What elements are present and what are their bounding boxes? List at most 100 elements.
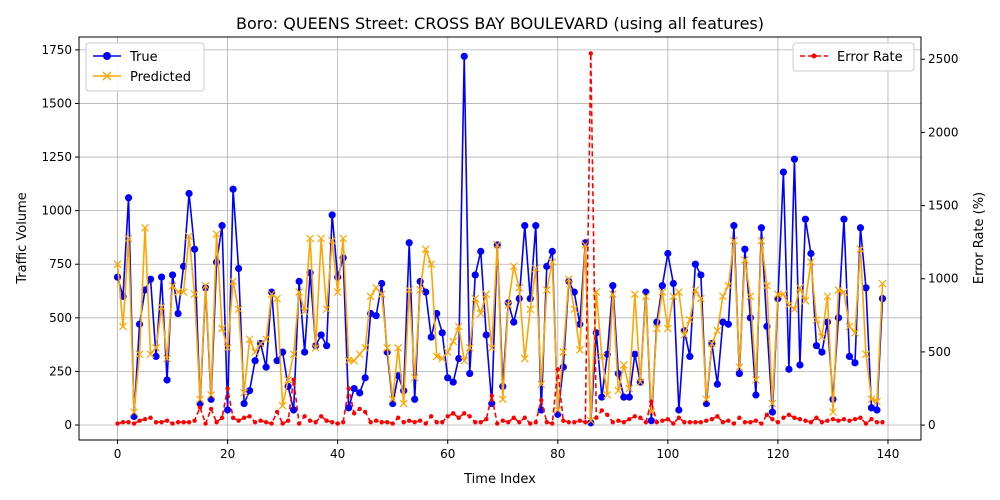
data-point-true — [658, 282, 666, 290]
data-point-predicted — [251, 348, 260, 357]
data-point-error-rate — [566, 419, 571, 425]
data-point-predicted — [465, 343, 474, 352]
data-point-true — [444, 374, 452, 382]
data-point-predicted — [834, 286, 843, 294]
data-point-true — [218, 222, 226, 230]
data-point-error-rate — [693, 419, 698, 425]
data-point-predicted — [818, 333, 826, 342]
data-point-true — [548, 247, 556, 255]
data-point-predicted — [779, 290, 788, 299]
data-point-true — [790, 155, 799, 163]
data-point-true — [361, 374, 369, 382]
data-point-predicted — [564, 275, 573, 284]
data-point-true — [328, 211, 336, 219]
data-point-predicted — [339, 234, 348, 243]
data-point-error-rate — [434, 419, 439, 425]
data-point-error-rate — [368, 419, 373, 425]
data-point-predicted — [454, 322, 463, 331]
data-point-error-rate — [170, 421, 175, 426]
data-point-predicted — [669, 292, 678, 301]
data-point-predicted — [438, 354, 447, 363]
data-point-true — [713, 380, 721, 388]
data-point-error-rate — [704, 418, 709, 423]
data-point-predicted — [784, 301, 793, 309]
data-point-error-rate — [467, 414, 472, 419]
y-tick-label: 1000 — [41, 204, 72, 218]
data-point-predicted — [751, 376, 760, 384]
data-point-predicted — [295, 288, 304, 297]
x-tick-label: 80 — [550, 447, 565, 461]
x-axis-label: Time Index — [463, 472, 536, 487]
data-point-error-rate — [269, 421, 274, 426]
data-point-error-rate — [709, 417, 715, 422]
data-point-error-rate — [825, 418, 830, 423]
data-point-error-rate — [676, 415, 682, 420]
data-point-error-rate — [539, 397, 544, 403]
data-point-true — [229, 185, 237, 193]
data-point-true — [372, 312, 380, 320]
data-point-error-rate — [638, 415, 643, 420]
data-point-true — [141, 286, 149, 294]
data-point-predicted — [190, 290, 199, 299]
data-point-true — [768, 408, 777, 416]
data-point-predicted — [218, 324, 227, 333]
data-point-error-rate — [346, 386, 351, 391]
y-tick-label: 1250 — [41, 150, 72, 164]
data-point-error-rate — [236, 418, 241, 423]
data-point-error-rate — [462, 411, 467, 416]
data-point-predicted — [873, 397, 881, 406]
data-point-error-rate — [225, 386, 230, 391]
data-point-predicted — [652, 324, 661, 333]
data-point-predicted — [812, 316, 821, 324]
y-right-tick-label: 2000 — [928, 125, 959, 139]
data-point-predicted — [757, 236, 766, 245]
data-point-predicted — [796, 283, 804, 292]
data-point-error-rate — [720, 419, 726, 425]
data-point-error-rate — [159, 419, 164, 425]
data-point-predicted — [718, 292, 727, 301]
data-point-predicted — [383, 343, 392, 352]
data-point-error-rate — [819, 419, 825, 425]
data-point-predicted — [746, 292, 755, 301]
data-point-predicted — [361, 343, 370, 352]
data-point-predicted — [443, 348, 452, 357]
data-point-true — [510, 318, 518, 326]
data-point-predicted — [234, 305, 243, 314]
data-point-predicted — [702, 395, 711, 404]
data-point-true — [422, 288, 430, 296]
data-point-predicted — [152, 343, 160, 352]
data-point-error-rate — [797, 417, 803, 422]
data-point-error-rate — [660, 418, 665, 423]
data-point-error-rate — [742, 419, 748, 425]
data-point-error-rate — [654, 419, 660, 425]
data-point-predicted — [840, 288, 848, 297]
data-point-predicted — [696, 294, 705, 303]
legend-error-label: Error Rate — [837, 50, 903, 65]
data-point-error-rate — [153, 419, 159, 425]
data-point-true — [251, 357, 259, 365]
x-tick-label: 20 — [220, 447, 235, 461]
data-point-predicted — [740, 256, 749, 264]
data-point-error-rate — [203, 421, 208, 426]
data-point-true — [785, 365, 793, 373]
data-point-predicted — [273, 294, 282, 303]
data-point-predicted — [212, 230, 221, 239]
data-point-predicted — [713, 326, 722, 335]
data-point-true — [834, 314, 843, 322]
data-point-predicted — [482, 290, 491, 299]
data-point-predicted — [674, 288, 683, 297]
data-point-predicted — [135, 350, 144, 359]
data-point-predicted — [729, 236, 738, 245]
data-point-predicted — [851, 328, 859, 337]
data-point-predicted — [520, 354, 529, 363]
data-point-error-rate — [643, 419, 649, 425]
data-point-predicted — [130, 408, 138, 417]
x-axis: 0 20 40 60 80 100 120 140 — [114, 440, 899, 461]
data-point-predicted — [449, 337, 458, 346]
data-point-error-rate — [698, 419, 704, 425]
y-tick-label: 250 — [49, 364, 72, 378]
data-point-predicted — [619, 361, 628, 369]
y-tick-label: 500 — [49, 311, 72, 325]
data-point-error-rate — [373, 418, 379, 423]
chart-title: Boro: QUEENS Street: CROSS BAY BOULEVARD… — [236, 14, 764, 33]
